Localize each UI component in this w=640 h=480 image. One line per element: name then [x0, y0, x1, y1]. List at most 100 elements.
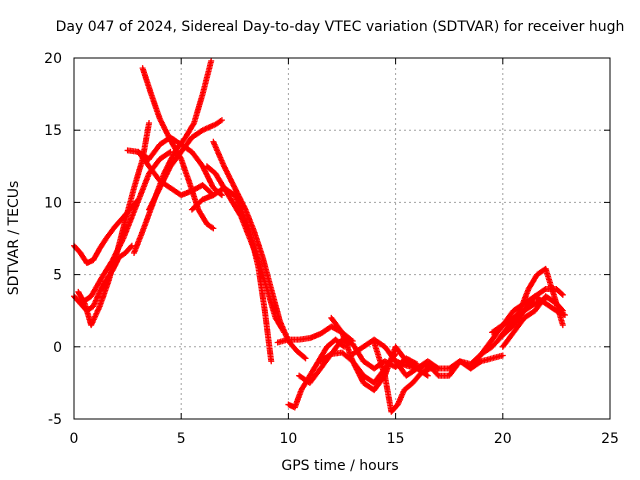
data-point-run [178, 157, 193, 186]
data-point-run [138, 172, 152, 197]
data-point-run [146, 142, 162, 161]
data-point-run [292, 388, 304, 409]
data-point-run [395, 388, 407, 407]
data-point-run [264, 287, 279, 320]
data-point-run [532, 294, 548, 313]
data-point-run [382, 374, 394, 414]
data-point-run [238, 215, 253, 241]
data-point-run [262, 309, 274, 363]
grid-lines [74, 58, 610, 419]
data-point-run [372, 337, 387, 349]
data-point-run [402, 380, 415, 393]
data-point-run [97, 236, 109, 251]
y-tick-label: 15 [44, 123, 62, 139]
data-point-run [371, 341, 388, 378]
data-points [71, 57, 568, 415]
data-point-run [201, 122, 218, 133]
data-point-run [372, 373, 387, 392]
data-point [302, 355, 309, 362]
y-axis-label: SDTVAR / TECUs [6, 181, 22, 296]
data-point-run [157, 164, 173, 190]
data-point-run [78, 251, 90, 265]
data-point-run [196, 207, 210, 226]
chart-title: Day 047 of 2024, Sidereal Day-to-day VTE… [56, 19, 625, 35]
data-point-run [543, 301, 559, 313]
data-point-run [329, 337, 345, 356]
data-point-run [112, 217, 124, 229]
data-point [128, 242, 135, 249]
data-series-track-04 [77, 148, 174, 307]
data-point [424, 372, 431, 379]
data-point-run [526, 272, 540, 291]
data-point-run [500, 330, 516, 349]
data-point-run [255, 258, 270, 291]
x-tick-label: 15 [387, 431, 405, 447]
data-point-run [131, 157, 146, 190]
data-point-run [496, 323, 512, 342]
x-tick-label: 25 [601, 431, 619, 447]
data-point-run [131, 229, 145, 255]
data-point-run [230, 200, 244, 219]
data-point [208, 57, 215, 64]
data-point-run [350, 359, 366, 385]
data-point-run [251, 229, 266, 259]
y-tick-label: 20 [44, 51, 62, 67]
data-point-run [122, 186, 137, 222]
data-point [231, 184, 238, 191]
data-point-run [507, 308, 523, 327]
data-point-run [490, 322, 505, 335]
data-point-run [213, 171, 227, 190]
y-tick-label: 5 [53, 268, 62, 284]
data-point-run [120, 215, 135, 241]
data-point [499, 352, 506, 359]
data-point-run [221, 164, 238, 190]
data-point-run [146, 164, 162, 183]
data-point-run [410, 370, 424, 385]
data-point-run [232, 186, 248, 212]
data-point [559, 307, 566, 314]
data-point-run [382, 345, 398, 363]
axis-ticks: 0 5 10 15 20 25 -5 0 5 10 15 20 [44, 51, 619, 447]
data-point-run [99, 258, 115, 280]
data-point-run [168, 150, 184, 169]
data-point [218, 192, 225, 199]
data-point-run [221, 186, 235, 205]
data-point [218, 117, 225, 124]
data-point-run [110, 236, 126, 262]
data-series-track-11 [203, 163, 288, 336]
data-point-run [479, 337, 495, 356]
data-point [210, 225, 217, 232]
data-point-run [200, 59, 214, 96]
data-point-run [190, 197, 205, 212]
data-series-track-25 [495, 265, 566, 343]
y-tick-label: 10 [44, 195, 62, 211]
data-point-run [511, 316, 527, 335]
data-point-run [522, 294, 538, 313]
data-point-run [189, 150, 205, 169]
data-point-run [179, 135, 194, 154]
data-point-run [146, 186, 163, 212]
data-point-run [168, 135, 183, 147]
data-point-run [522, 308, 537, 321]
data-point-run [161, 150, 178, 176]
data-point-run [389, 402, 400, 414]
data-point-run [183, 121, 197, 140]
data-point [561, 312, 568, 319]
data-point [559, 322, 566, 329]
data-point-run [268, 287, 283, 323]
data-point-run [247, 236, 261, 262]
data-point-run [551, 294, 566, 327]
data-point-run [200, 164, 216, 190]
data-point-run [517, 287, 531, 313]
data-point-run [329, 316, 345, 335]
data-point-run [318, 351, 334, 364]
data-point-run [158, 149, 173, 162]
data-point-run [205, 164, 218, 176]
y-tick-label: -5 [48, 412, 62, 428]
data-series-track-08 [135, 134, 225, 199]
x-tick-label: 10 [279, 431, 297, 447]
data-point-run [307, 359, 321, 378]
data-point [559, 291, 566, 298]
